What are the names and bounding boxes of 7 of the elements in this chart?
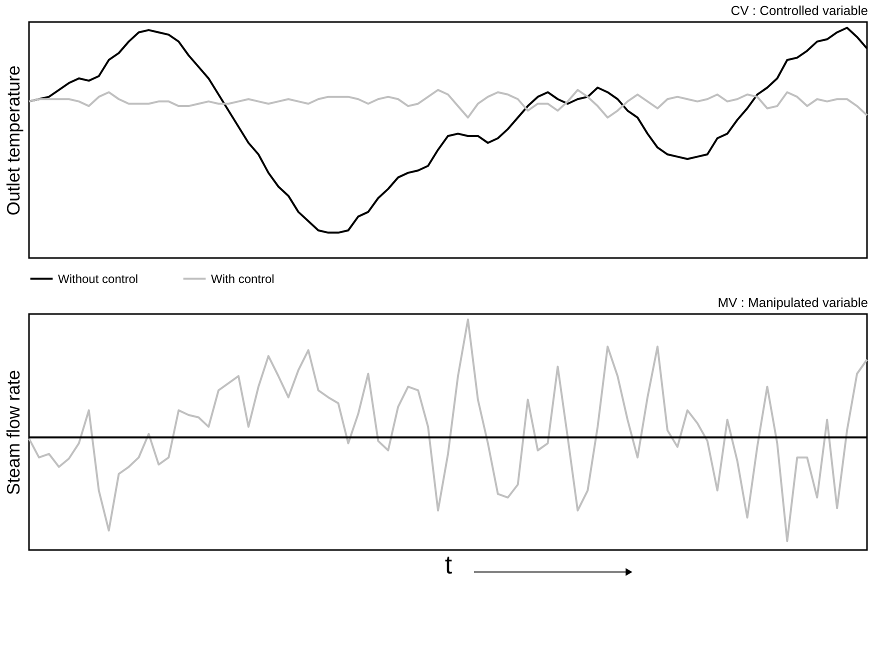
- chart-title: MV : Manipulated variable: [718, 295, 868, 310]
- y-axis-title: Outlet temperature: [4, 65, 24, 216]
- x-axis-title: t: [444, 550, 453, 580]
- legend-label: With control: [211, 272, 274, 286]
- y-axis-title: Steam flow rate: [4, 370, 24, 496]
- chart-title: CV : Controlled variable: [730, 3, 868, 18]
- legend-label: Without control: [58, 272, 138, 286]
